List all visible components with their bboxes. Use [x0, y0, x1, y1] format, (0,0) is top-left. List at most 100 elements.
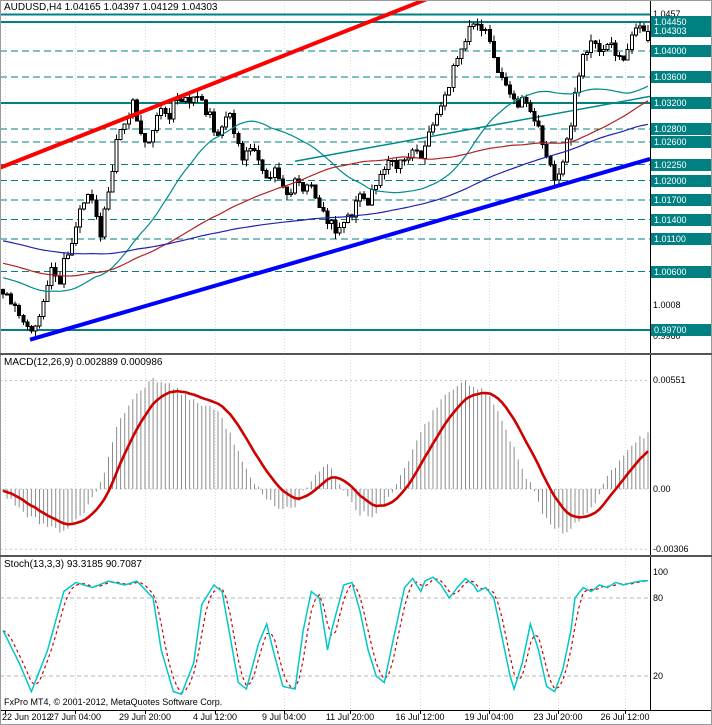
candle-body	[374, 184, 379, 191]
candle-body	[1, 288, 5, 295]
candle-body	[402, 159, 407, 162]
trendline-red[interactable]	[0, 0, 430, 170]
macd-signal-line	[2, 389, 649, 526]
candle-body	[159, 107, 164, 116]
candle-body	[568, 125, 573, 140]
candle-body	[122, 123, 127, 131]
candle-body	[228, 112, 233, 118]
time-tick-label: 23 Jul 20:00	[533, 712, 583, 722]
candle-body	[240, 142, 245, 161]
stoch-main-line	[2, 576, 649, 696]
trendline-blue[interactable]	[29, 156, 651, 342]
time-tick-label: 19 Jul 04:00	[464, 712, 514, 722]
candle-body	[25, 321, 30, 327]
candle-body	[53, 266, 58, 277]
ma-line	[2, 100, 649, 277]
candle-body	[617, 54, 622, 57]
price-level-badge: 1.00600	[651, 266, 711, 278]
candle-body	[556, 173, 561, 181]
candle-body	[508, 84, 513, 95]
macd-title: MACD(12,26,9) 0.002889 0.000986	[4, 357, 163, 368]
candle-body	[272, 167, 277, 179]
candle-body	[329, 219, 334, 225]
candle-body	[65, 254, 70, 259]
candle-body	[625, 49, 630, 61]
candle-body	[45, 284, 50, 302]
candle-body	[216, 131, 220, 137]
candle-body	[366, 198, 371, 206]
time-tick-label: 4 Jul 12:00	[192, 712, 238, 722]
candle-body	[394, 159, 399, 170]
macd-axis-label: 0.00551	[653, 375, 686, 385]
candle-body	[390, 159, 395, 162]
candle-body	[455, 57, 460, 67]
candle-body	[512, 93, 517, 100]
copyright-text: FxPro MT4, © 2001-2012, MetaQuotes Softw…	[4, 697, 223, 707]
candle-body	[593, 40, 598, 45]
main-chart-panel[interactable]	[0, 0, 650, 353]
candle-body	[5, 293, 10, 296]
trendline-teal[interactable]	[294, 95, 651, 163]
candle-body	[548, 156, 553, 166]
candle-body	[49, 266, 54, 286]
candle-body	[224, 116, 229, 128]
candle-body	[589, 40, 594, 54]
candle-body	[341, 221, 346, 228]
candle-body	[459, 48, 464, 59]
candle-body	[337, 226, 342, 234]
candle-body	[443, 94, 448, 107]
candle-body	[82, 202, 87, 210]
price-level-badge: 1.01700	[651, 194, 711, 206]
candle-body	[114, 138, 119, 173]
candle-body	[621, 55, 626, 61]
candle-body	[244, 150, 249, 161]
candle-body	[463, 41, 468, 50]
time-tick-label: 26 Jul 12:00	[600, 712, 650, 722]
candle-body	[585, 52, 590, 56]
candle-body	[301, 182, 306, 192]
stoch-axis-label: 100	[653, 567, 669, 577]
candle-body	[471, 23, 476, 28]
candle-body	[252, 148, 257, 151]
price-level-badge: 1.01400	[651, 214, 711, 226]
price-level-badge: 1.03200	[651, 97, 711, 109]
candle-body	[138, 120, 143, 135]
time-tick-label: 11 Jul 20:00	[325, 712, 375, 722]
macd-panel[interactable]	[0, 355, 650, 555]
candle-body	[293, 178, 298, 194]
candle-body	[78, 208, 83, 228]
candle-body	[353, 200, 358, 218]
ma-line	[2, 123, 649, 255]
candle-body	[289, 192, 294, 195]
candle-body	[435, 113, 440, 126]
candle-body	[524, 96, 529, 104]
candle-body	[86, 193, 91, 204]
stoch-axis-label: 80	[653, 593, 664, 603]
candle-body	[479, 23, 484, 32]
candle-body	[536, 120, 541, 127]
price-level-badge: 0.99700	[651, 324, 711, 336]
panel-splitter-macd[interactable]	[0, 353, 712, 355]
candle-body	[94, 199, 99, 218]
stoch-panel[interactable]	[0, 557, 650, 710]
horizontal-levels	[0, 13, 650, 331]
candle-body	[199, 95, 204, 101]
candle-body	[179, 98, 184, 103]
candle-body	[69, 242, 74, 256]
candle-body	[528, 102, 533, 112]
time-tick-label: 29 Jun 20:00	[118, 712, 172, 722]
candle-body	[305, 184, 310, 192]
candle-body	[504, 77, 509, 86]
candle-body	[422, 145, 427, 159]
panel-splitter-stoch[interactable]	[0, 555, 712, 557]
time-tick-label: 22 Jun 2012	[2, 712, 52, 722]
candle-body	[203, 99, 208, 115]
candle-body	[167, 113, 172, 120]
candle-body	[163, 107, 168, 115]
candle-body	[491, 40, 496, 58]
candle-body	[142, 133, 147, 143]
chart-title: AUDUSD,H4 1.04165 1.04397 1.04129 1.0430…	[4, 2, 218, 13]
candle-body	[321, 207, 326, 212]
candle-body	[487, 29, 492, 42]
